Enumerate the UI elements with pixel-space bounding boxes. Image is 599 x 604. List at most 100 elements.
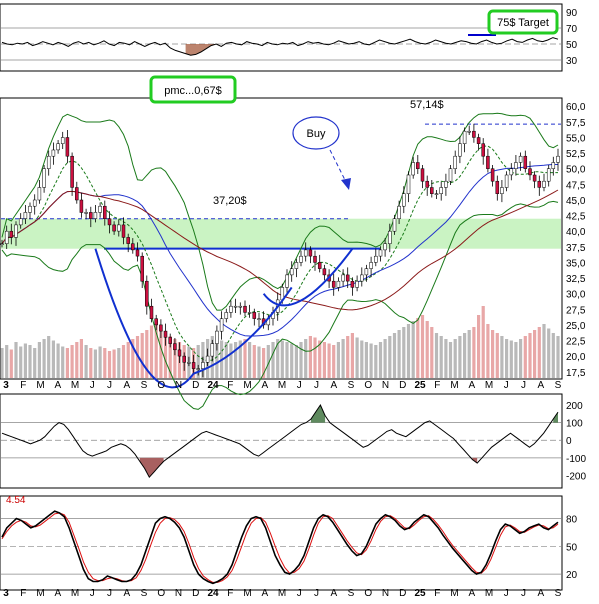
- high-label: 57,14$: [410, 99, 444, 111]
- x-axis-label-bottom: O: [157, 588, 165, 599]
- x-axis-label-main: M: [485, 380, 493, 391]
- macd-tick-label: 100: [566, 419, 583, 430]
- volume-bar: [196, 345, 200, 378]
- buy-ellipse: [292, 116, 340, 150]
- volume-bar: [514, 342, 518, 378]
- volume-bar: [430, 327, 434, 378]
- x-axis-label-main: J: [314, 380, 319, 391]
- x-axis-label-bottom: S: [555, 588, 562, 599]
- candle-body: [173, 343, 177, 351]
- candle-body: [289, 268, 294, 276]
- volume-bar: [388, 336, 392, 378]
- candle-body: [383, 243, 387, 251]
- volume-bar: [500, 336, 504, 378]
- x-axis-label-main: A: [123, 380, 130, 391]
- x-axis-label-bottom: N: [175, 588, 182, 599]
- candle-body: [411, 162, 415, 176]
- volume-bar: [229, 343, 233, 378]
- candle-body: [392, 218, 397, 232]
- candle-body: [187, 362, 191, 364]
- x-axis-label-bottom: A: [537, 588, 544, 599]
- volume-bar: [444, 339, 448, 378]
- ma-short: [1, 145, 558, 362]
- volume-bar: [9, 349, 13, 378]
- candle-body: [523, 155, 528, 169]
- buy-arrow-head: [341, 178, 351, 190]
- volume-bar: [453, 339, 457, 378]
- volume-bar: [406, 324, 411, 378]
- main-tick-label: 27,5: [566, 305, 586, 316]
- x-axis-label-bottom: M: [71, 588, 79, 599]
- candle-body: [350, 280, 355, 288]
- candle-body: [145, 280, 149, 307]
- stoch-value-label: 4.54: [6, 495, 26, 506]
- main-tick-label: 47,5: [566, 180, 586, 191]
- volume-bar: [313, 337, 317, 378]
- volume-bar: [33, 348, 37, 378]
- buy-arrow-line: [329, 149, 347, 183]
- volume-bar: [159, 327, 163, 378]
- volume-bar: [126, 342, 130, 378]
- ma-long: [1, 189, 559, 311]
- volume-bar: [234, 342, 238, 378]
- candle-body: [439, 187, 443, 194]
- volume-bar: [93, 349, 97, 378]
- top-tick-label: 50: [566, 40, 578, 51]
- candle-body: [28, 205, 32, 213]
- candle-body: [191, 362, 196, 369]
- macd-positive-fill: [553, 412, 558, 423]
- x-axis-label-bottom: S: [348, 588, 355, 599]
- candle-body: [107, 218, 112, 226]
- volume-bar: [299, 342, 303, 378]
- candle-body: [364, 268, 369, 276]
- target-box: [487, 9, 559, 35]
- volume-bar: [248, 342, 252, 378]
- volume-bar: [107, 351, 112, 378]
- main-panel: 60,0 57,5 55,0 52,5 50,0 47,5 45,0 42,5 40,0 37,5…: [0, 102, 586, 410]
- volume-bar: [117, 348, 121, 378]
- candle-body: [472, 130, 476, 138]
- x-axis-label-bottom: A: [261, 588, 268, 599]
- main-tick-label: 35,0: [566, 258, 586, 269]
- candle-body: [252, 312, 257, 319]
- candle-body: [70, 155, 74, 188]
- x-axis-label-bottom: A: [54, 588, 61, 599]
- top-tick-label: 30: [566, 56, 578, 67]
- volume-bar: [79, 339, 83, 378]
- x-axis-label-main: A: [330, 380, 337, 391]
- candle-body: [518, 155, 523, 163]
- volume-bar: [332, 345, 336, 378]
- volume-bar: [98, 346, 102, 378]
- candle-body: [336, 280, 341, 288]
- volume-bar: [294, 345, 298, 378]
- volume-bar: [378, 342, 383, 378]
- volume-bar: [360, 340, 364, 378]
- candle-body: [257, 318, 261, 320]
- macd-line: [1, 403, 559, 479]
- volume-bar: [458, 336, 462, 378]
- volume-bar: [285, 342, 289, 378]
- candle-body: [79, 199, 84, 213]
- volume-bar: [416, 318, 420, 378]
- candle-body: [420, 168, 425, 182]
- candle-body: [495, 180, 500, 194]
- candle-body: [37, 187, 42, 201]
- cup-curve-right: [193, 286, 293, 375]
- candle-body: [397, 205, 401, 219]
- candle-body: [331, 280, 336, 288]
- support-zone: [1, 218, 561, 249]
- x-axis-label-main: M: [36, 380, 44, 391]
- macd-panel-frame: [0, 393, 563, 489]
- candle-body: [406, 174, 411, 194]
- candle-body: [313, 255, 317, 263]
- top-tick-label: 70: [566, 24, 578, 35]
- x-axis-label-bottom: S: [141, 588, 148, 599]
- volume-bar: [439, 336, 443, 378]
- main-tick-label: 52,5: [566, 149, 586, 160]
- candle-body: [0, 243, 4, 245]
- x-axis-label-bottom: J: [297, 588, 302, 599]
- volume-bar: [542, 324, 546, 378]
- volume-bar: [290, 343, 294, 378]
- x-axis-label-main: N: [175, 380, 182, 391]
- x-axis-label-main: F: [20, 380, 26, 391]
